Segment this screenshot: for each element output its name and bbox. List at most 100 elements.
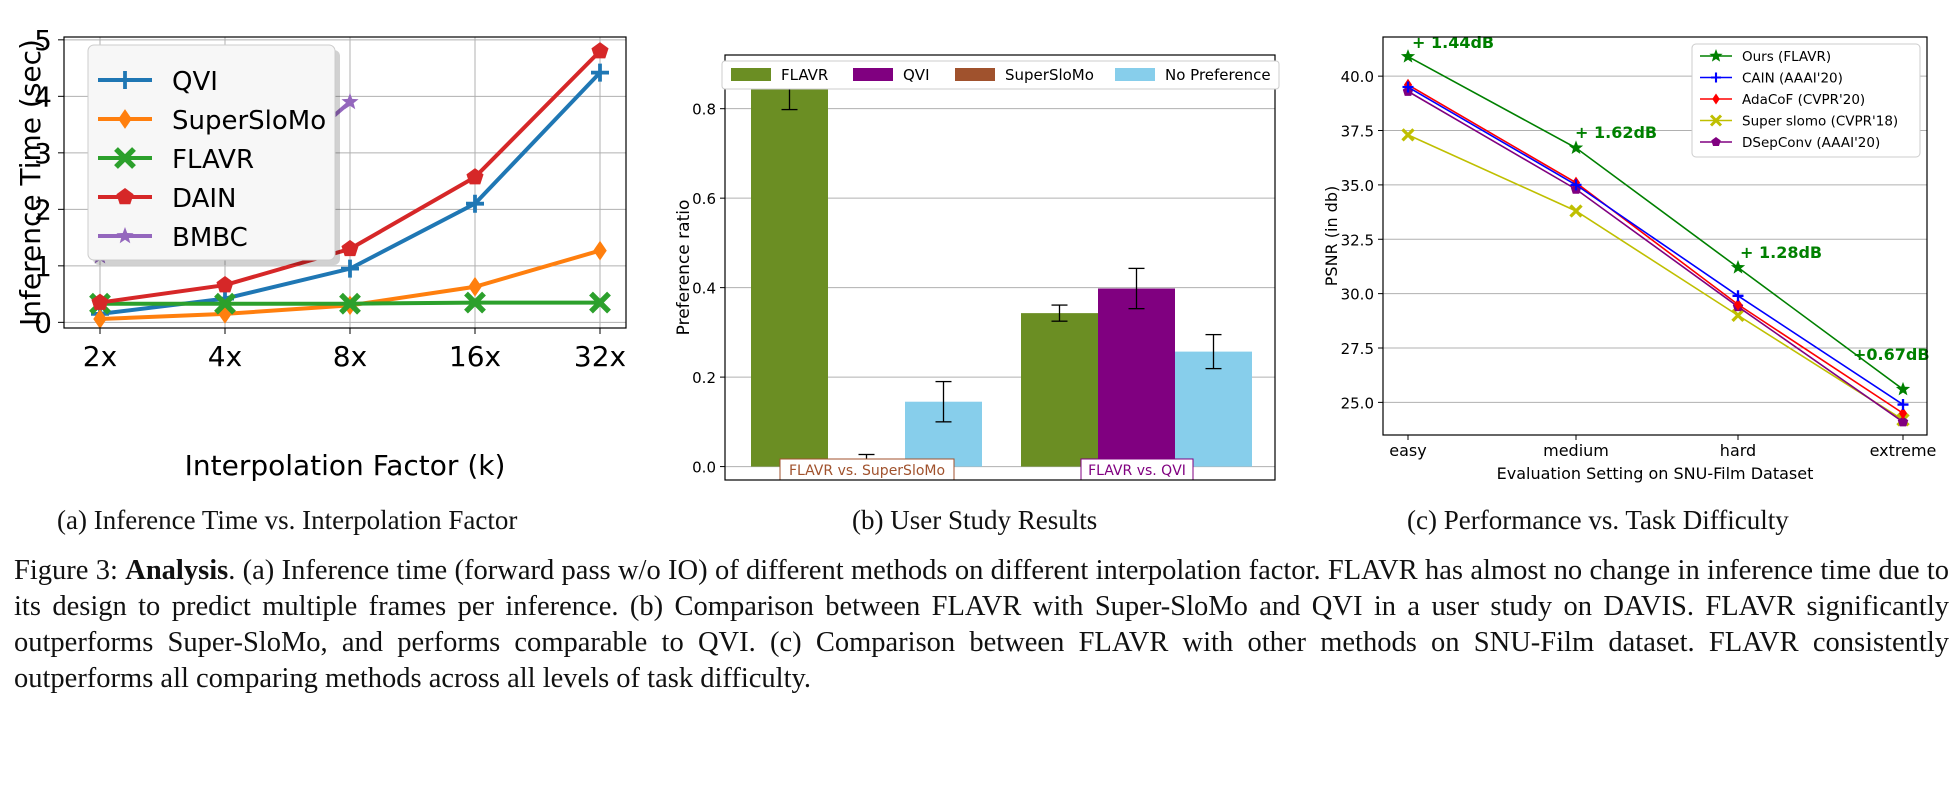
legend-marker-qvi [116, 71, 134, 89]
legend-marker-flavr-shape [114, 147, 136, 169]
y-tick-label-c: 40.0 [1341, 68, 1374, 86]
subcaption-c: (c) Performance vs. Task Difficulty [1407, 505, 1789, 535]
legend-a: QVI SuperSloMo FLAVR DAIN BMBC [87, 44, 340, 265]
y-tick-label-a: 1 [34, 250, 52, 283]
data-point-adacof-cvpr-20-shape [1733, 298, 1743, 311]
data-point-cain-aaai-20-shape [1402, 81, 1414, 93]
data-point-dain [341, 239, 359, 257]
legend-marker-dain [116, 188, 134, 205]
legend-label-dsepconv-aaai-20: DSepConv (AAAI'20) [1742, 135, 1880, 151]
legend-marker-dsepconv-aaai-20-shape [1711, 137, 1721, 147]
x-tick-label-a: 16x [449, 340, 501, 373]
data-point-dain [91, 293, 109, 310]
y-tick-label-c: 32.5 [1341, 231, 1374, 249]
data-point-superslomo-shape [93, 309, 107, 329]
data-point-cain-aaai-20 [1402, 81, 1414, 93]
data-point-superslomo [593, 240, 607, 261]
gain-annotation: + 1.62dB [1575, 123, 1657, 142]
gain-annotation: + 1.44dB [1412, 33, 1494, 52]
data-point-ours-flavr [1730, 260, 1746, 274]
data-point-cain-aaai-20 [1897, 399, 1909, 411]
legend-marker-dain-shape [116, 188, 134, 205]
data-point-flavr [339, 292, 361, 315]
data-point-qvi-shape [216, 289, 234, 308]
group-label: FLAVR vs. SuperSloMo [789, 463, 945, 479]
data-point-dain-shape [341, 239, 359, 257]
legend-marker-superslomo-shape [118, 109, 132, 129]
legend-label-no-preference: No Preference [1165, 66, 1271, 84]
series-line-adacof-cvpr-20 [1407, 84, 1904, 414]
legend-marker-adacof-cvpr-20 [1712, 93, 1720, 105]
data-point-bmbc-shape [341, 92, 359, 110]
series-line-super-slomo-cvpr-18 [1407, 134, 1904, 421]
data-point-qvi-shape [341, 259, 359, 278]
y-axis-label-b: Preference ratio [674, 200, 694, 336]
caption-body: . (a) Inference time (forward pass w/o I… [14, 555, 1949, 694]
data-point-dsepconv-aaai-20 [1897, 416, 1909, 427]
x-tick-label-c: medium [1543, 441, 1609, 460]
bar-flavr [1021, 313, 1098, 467]
data-point-super-slomo-cvpr-18 [1569, 204, 1583, 218]
x-tick-label-c: extreme [1870, 441, 1937, 460]
data-point-superslomo-shape [593, 240, 607, 261]
legend-label-dain: DAIN [172, 184, 236, 214]
legend-marker-qvi-shape [116, 71, 134, 89]
x-tick-label-a: 2x [83, 340, 117, 373]
data-point-dain-shape [466, 168, 484, 185]
legend-label-cain-aaai-20: CAIN (AAAI'20) [1742, 71, 1843, 87]
legend-marker-dsepconv-aaai-20 [1711, 137, 1721, 147]
data-point-ours-flavr-shape [1895, 381, 1911, 396]
data-point-flavr-shape [339, 292, 361, 315]
series-line-cain-aaai-20 [1407, 86, 1904, 406]
legend-marker-bmbc-shape [116, 227, 134, 244]
data-point-flavr [464, 291, 486, 314]
chart-task-difficulty: 25.0 27.5 30.0 32.5 35.0 37.5 40.0 easy medium ha… [1322, 33, 1936, 483]
data-point-dain [216, 276, 234, 293]
x-axis-label-c: Evaluation Setting on SNU-Film Dataset [1497, 464, 1814, 483]
data-point-qvi-shape [466, 194, 484, 213]
data-point-superslomo [218, 303, 232, 324]
data-point-ours-flavr [1568, 140, 1584, 154]
x-tick-label-a: 4x [208, 340, 242, 373]
data-point-superslomo [93, 309, 107, 329]
series-line-dsepconv-aaai-20 [1407, 90, 1904, 423]
legend-label-qvi: QVI [903, 66, 930, 84]
y-tick-label-a: 2 [34, 193, 52, 226]
group-label: FLAVR vs. QVI [1088, 463, 1186, 479]
legend-b: FLAVR QVI SuperSloMo No Preference [721, 60, 1280, 90]
y-tick-label-c: 35.0 [1341, 177, 1374, 195]
legend-label-flavr: FLAVR [781, 66, 828, 84]
data-point-flavr-shape [214, 292, 236, 315]
legend-c: Ours (FLAVR) CAIN (AAAI'20) AdaCoF (CVPR'2… [1691, 43, 1921, 158]
data-point-adacof-cvpr-20 [1898, 407, 1908, 420]
legend-swatch-flavr [731, 68, 771, 81]
data-point-super-slomo-cvpr-18 [1401, 128, 1415, 142]
chart-inference-time: 0 1 2 3 4 5 2x 4x 8x 16x 32x Interpolation Factor (… [14, 24, 627, 482]
x-tick-label-a: 8x [333, 340, 367, 373]
y-tick-label-b: 0.8 [692, 101, 716, 119]
legend-label-qvi: QVI [172, 67, 218, 97]
legend-marker-bmbc [116, 227, 134, 244]
data-point-super-slomo-cvpr-18-shape [1569, 204, 1583, 218]
legend-label-superslomo: SuperSloMo [1005, 66, 1094, 84]
data-point-cain-aaai-20-shape [1570, 179, 1582, 191]
gain-annotation: +0.67dB [1853, 345, 1930, 364]
chart-user-study: 0.0 0.2 0.4 0.6 0.8 Preference ratio FLAVR vs.… [674, 54, 1280, 481]
data-point-cain-aaai-20-shape [1732, 290, 1744, 302]
bar-flavr [751, 89, 828, 467]
data-point-super-slomo-cvpr-18-shape [1731, 308, 1745, 323]
legend-marker-adacof-cvpr-20-shape [1712, 93, 1720, 105]
legend-marker-ours-flavr [1709, 49, 1723, 62]
data-point-qvi [216, 289, 234, 308]
caption-prefix: Figure 3: [14, 555, 126, 586]
y-tick-label-c: 25.0 [1341, 394, 1374, 412]
data-point-super-slomo-cvpr-18 [1731, 308, 1745, 323]
y-tick-label-b: 0.4 [692, 280, 716, 298]
bar-qvi [1098, 288, 1175, 467]
data-point-qvi [341, 259, 359, 278]
figure-caption: Figure 3: Analysis. (a) Inference time (… [14, 553, 1949, 697]
legend-label-superslomo: SuperSloMo [172, 106, 326, 136]
subcaption-b: (b) User Study Results [852, 505, 1098, 535]
data-point-dain-shape [91, 293, 109, 310]
legend-box-a [87, 44, 336, 261]
